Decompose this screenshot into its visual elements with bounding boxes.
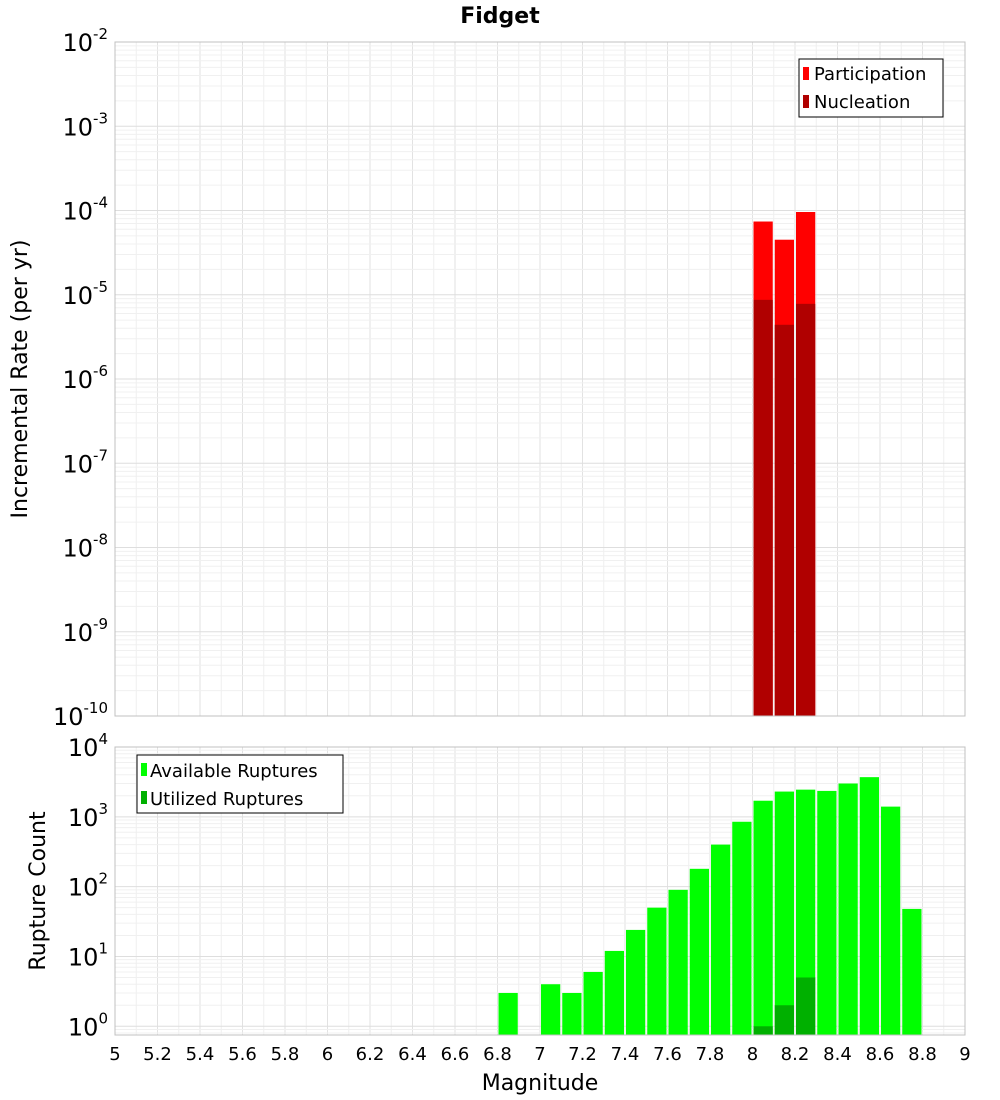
legend-available-swatch [141,763,147,776]
bar-utilized-ruptures [774,1005,794,1035]
y-tick-label: 10-7 [62,446,108,478]
bar-available-ruptures [774,791,794,1035]
x-tick-label: 6.6 [441,1044,470,1065]
x-tick-label: 7 [534,1044,545,1065]
plot-top-y-axis-label: Incremental Rate (per yr) [8,240,33,519]
bar-available-ruptures [689,868,709,1035]
x-tick-label: 7.4 [611,1044,640,1065]
bar-available-ruptures [817,790,837,1035]
bar-available-ruptures [562,992,582,1035]
bar-nucleation [753,299,773,716]
bar-nucleation [774,324,794,716]
bar-available-ruptures [902,908,922,1035]
legend-utilized-label: Utilized Ruptures [150,789,303,810]
plot-top-legend: Participation Nucleation [798,58,944,118]
bar-available-ruptures [647,907,667,1035]
plot-top-border [114,41,966,717]
bar-available-ruptures [796,789,816,1035]
x-tick-label: 5.8 [271,1044,300,1065]
y-tick-label: 10-9 [62,615,108,647]
bar-available-ruptures [753,800,773,1035]
y-tick-label: 104 [68,730,108,762]
x-tick-label: 7.6 [653,1044,682,1065]
legend-utilized-swatch [141,791,147,804]
bar-available-ruptures [604,950,624,1035]
y-tick-label: 100 [68,1009,108,1041]
x-tick-label: 8.4 [823,1044,852,1065]
bar-available-ruptures [859,777,879,1035]
y-tick-label: 102 [68,870,108,902]
plot-bottom-legend-box [136,754,344,814]
bar-nucleation [796,303,816,716]
y-tick-label: 10-8 [62,531,108,563]
bar-utilized-ruptures [753,1026,773,1035]
x-tick-label: 8 [747,1044,758,1065]
x-tick-label: 7.2 [568,1044,597,1065]
bar-available-ruptures [626,929,646,1035]
x-tick-label: 8.2 [781,1044,810,1065]
bar-available-ruptures [583,971,603,1035]
x-tick-label: 5 [109,1044,120,1065]
x-axis-label: Magnitude [482,1071,599,1096]
bar-available-ruptures [838,783,858,1035]
legend-nucleation-label: Nucleation [814,92,910,113]
bar-available-ruptures [711,844,731,1035]
x-tick-label: 5.6 [228,1044,257,1065]
bar-available-ruptures [732,821,752,1035]
legend-available-label: Available Ruptures [150,761,318,782]
plot-bottom-bars [498,777,922,1035]
chart-title: Fidget [460,4,540,29]
x-tick-label: 7.8 [696,1044,725,1065]
x-tick-label: 6 [322,1044,333,1065]
legend-participation-label: Participation [814,64,926,85]
bar-utilized-ruptures [796,977,816,1035]
x-tick-label: 6.2 [356,1044,385,1065]
plot-bottom-legend: Available Ruptures Utilized Ruptures [136,754,344,814]
bar-available-ruptures [541,984,561,1035]
x-tick-label: 8.8 [908,1044,937,1065]
x-tick-label: 6.8 [483,1044,512,1065]
y-tick-label: 103 [68,800,108,832]
x-tick-label: 9 [959,1044,970,1065]
plot-bottom-border [114,746,966,1036]
y-tick-label: 10-4 [62,194,108,226]
legend-nucleation-swatch [803,95,809,108]
plot-top-y-tick-labels: 10-10 10-9 10-8 10-7 10-6 10-5 10-4 10-3 10-2 [53,25,108,731]
bar-available-ruptures [668,889,688,1035]
bar-available-ruptures [881,806,901,1035]
y-tick-label: 10-3 [62,109,108,141]
x-tick-label: 5.4 [186,1044,215,1065]
plot-top-bars [753,211,816,717]
plot-rupture-count: 100 101 102 103 104 Rupture Count Available … [26,730,966,1041]
y-tick-label: 101 [68,939,108,971]
y-tick-label: 10-10 [53,699,108,731]
y-tick-label: 10-6 [62,362,108,394]
plot-top-legend-box [798,58,944,118]
x-tick-label: 8.6 [866,1044,895,1065]
x-axis-tick-labels: 5 5.2 5.4 5.6 5.8 6 6.2 6.4 6.6 6.8 7 7.2 7.4 7.6 7.8 8… [109,1044,970,1065]
plot-incremental-rate: 10-10 10-9 10-8 10-7 10-6 10-5 10-4 10-3 10-2 In… [8,25,966,731]
x-tick-label: 6.4 [398,1044,427,1065]
plot-bottom-y-axis-label: Rupture Count [26,811,51,971]
y-tick-label: 10-5 [62,278,108,310]
plot-bottom-y-tick-labels: 100 101 102 103 104 [68,730,108,1041]
plot-top-gridlines [114,41,966,717]
legend-participation-swatch [803,67,809,80]
bar-available-ruptures [498,992,518,1035]
y-tick-label: 10-2 [62,25,108,57]
x-tick-label: 5.2 [143,1044,172,1065]
